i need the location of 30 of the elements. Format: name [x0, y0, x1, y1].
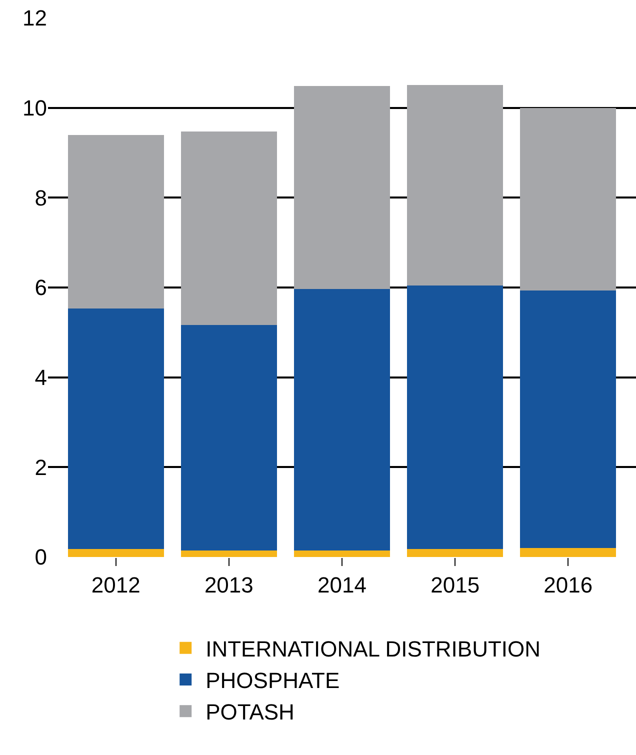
bar	[520, 548, 616, 557]
bar	[68, 308, 164, 549]
bar	[180, 324, 277, 550]
y-tick-label: 10	[22, 96, 47, 121]
bar	[294, 288, 390, 550]
bar	[407, 84, 504, 286]
x-tick-label: 2012	[91, 572, 140, 598]
legend-label: PHOSPHATE	[206, 668, 340, 694]
legend-label: POTASH	[206, 700, 294, 725]
legend-label: INTERNATIONAL DISTRIBUTION	[206, 636, 541, 662]
x-tick-label: 2016	[544, 572, 593, 598]
x-tick-label: 2015	[430, 572, 480, 598]
bar	[180, 132, 277, 325]
y-tick-label: 0	[34, 544, 47, 570]
bar	[407, 548, 504, 557]
bar	[68, 134, 164, 309]
bar	[180, 550, 277, 557]
bar	[520, 290, 616, 548]
bar	[407, 285, 504, 549]
x-tick-label: 2013	[204, 572, 254, 598]
bar	[520, 108, 616, 291]
y-tick-label: 12	[22, 6, 47, 31]
bar	[294, 550, 390, 557]
bar	[294, 86, 390, 289]
bar	[68, 548, 164, 557]
y-tick-label: 2	[34, 454, 47, 480]
y-tick-label: 4	[34, 365, 47, 390]
x-tick-label: 2014	[318, 572, 366, 598]
y-tick-label: 8	[34, 185, 47, 210]
y-tick-label: 6	[34, 275, 47, 300]
